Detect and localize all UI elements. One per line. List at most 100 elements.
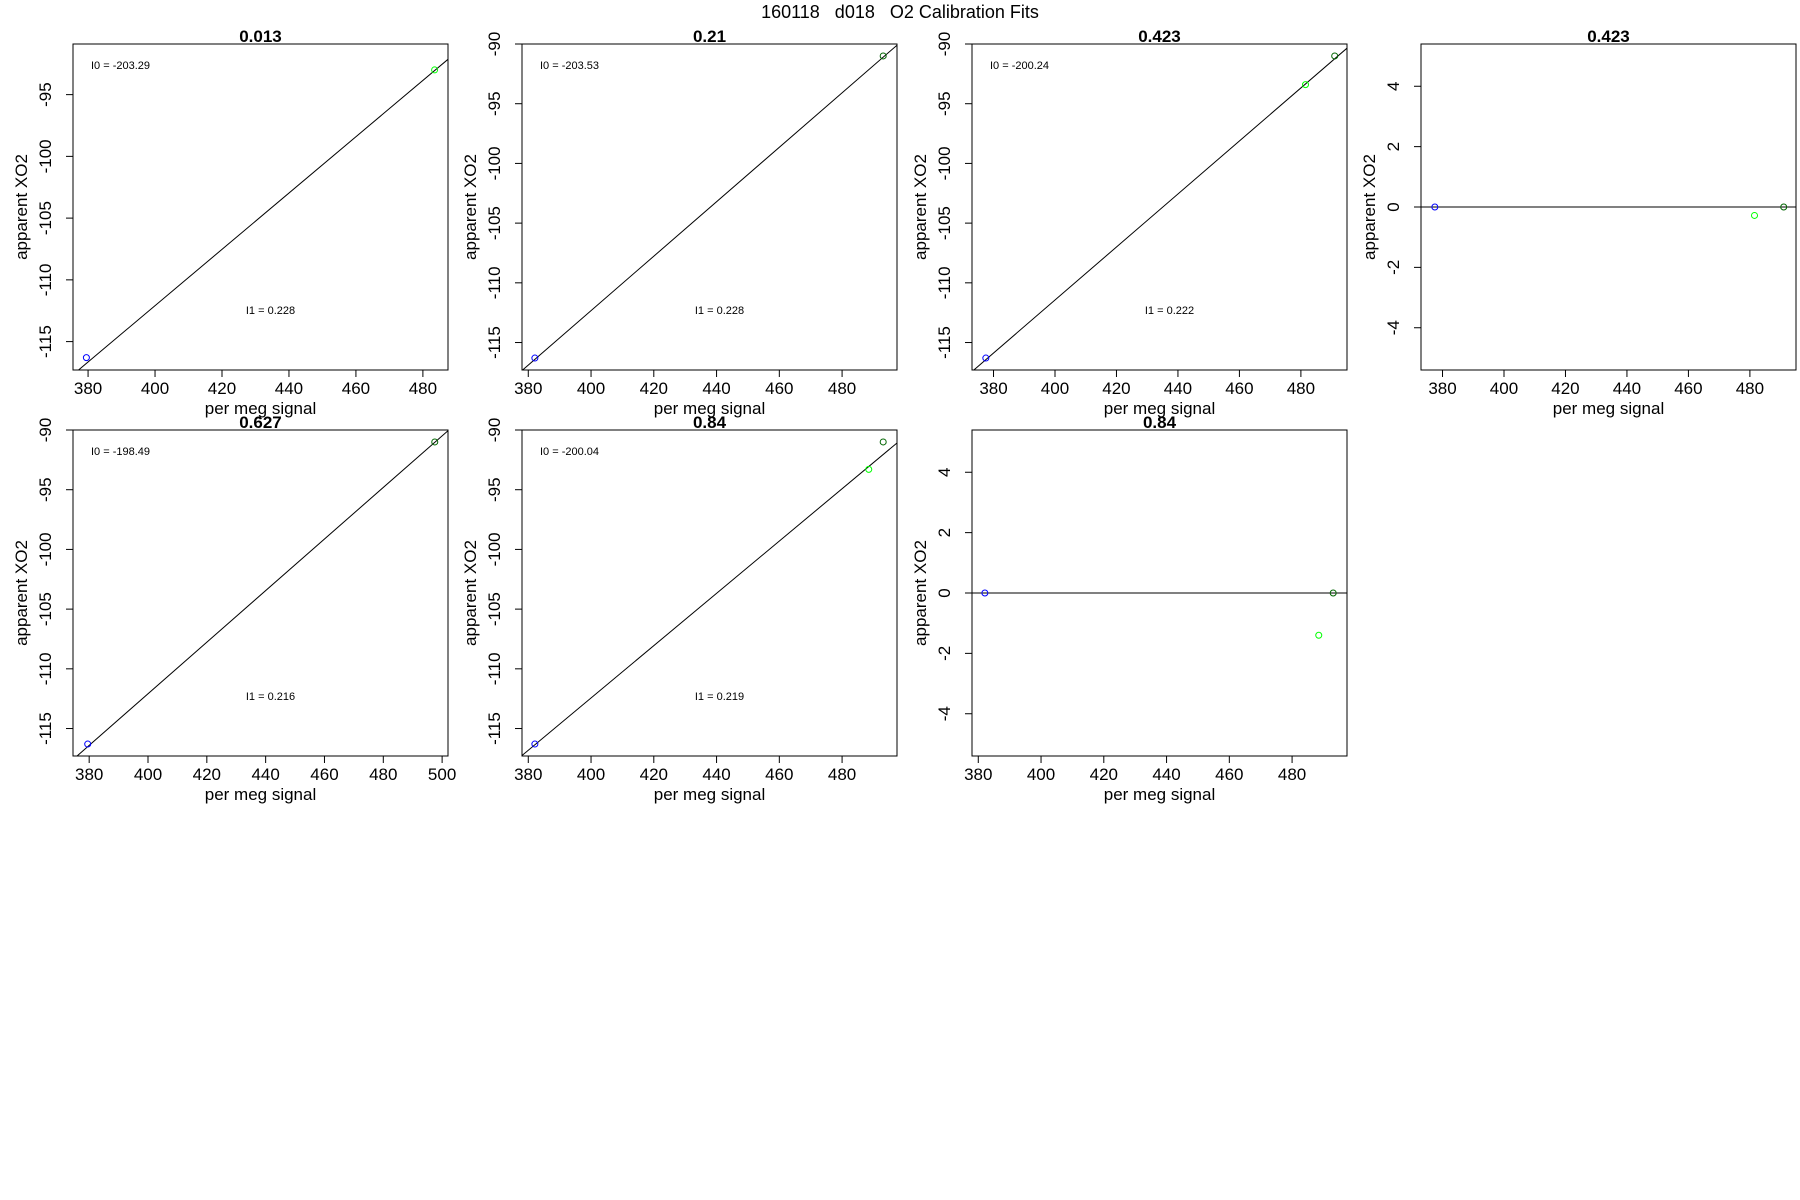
fit-line	[522, 442, 897, 756]
x-tick-label: 380	[514, 379, 542, 398]
y-tick-label: -100	[485, 532, 504, 566]
y-tick-label: -105	[36, 201, 55, 235]
data-point	[1751, 211, 1759, 219]
x-tick-label: 420	[640, 379, 668, 398]
x-tick-label: 460	[765, 379, 793, 398]
slope-annotation: I1 = 0.228	[246, 305, 295, 317]
data-point	[981, 589, 989, 597]
panel-1: 0.013 380 400 420 440 460 480 -115 -110 -105 -100 -…	[12, 27, 449, 418]
x-axis-label: per meg signal	[1104, 399, 1216, 418]
fit-line	[522, 44, 897, 370]
y-tick-label: 4	[935, 468, 954, 477]
y-tick-label: -110	[36, 263, 55, 296]
intercept-annotation: I0 = -200.24	[990, 60, 1049, 72]
x-tick-label: 480	[409, 379, 437, 398]
y-tick-label: -110	[485, 266, 504, 299]
x-tick-label: 440	[702, 379, 730, 398]
x-tick-label: 400	[134, 765, 162, 784]
x-axis-label: per meg signal	[1104, 785, 1216, 804]
x-axis-label: per meg signal	[205, 785, 317, 804]
y-tick-label: -100	[935, 146, 954, 180]
y-tick-label: -100	[485, 146, 504, 180]
panel-title: 0.84	[1143, 413, 1177, 432]
x-tick-label: 440	[251, 765, 279, 784]
data-point	[531, 354, 539, 362]
y-tick-label: -100	[36, 532, 55, 566]
x-tick-label: 500	[428, 765, 456, 784]
y-tick-label: -2	[1384, 260, 1403, 275]
x-tick-label: 480	[828, 765, 856, 784]
x-tick-label: 420	[1551, 379, 1579, 398]
data-point	[1302, 81, 1310, 89]
y-tick-label: -105	[36, 592, 55, 626]
y-tick-label: -90	[485, 418, 504, 443]
panel-4: 0.423 380 400 420 440 460 480 -4 -2 0 2 4 per meg si…	[1360, 27, 1797, 418]
intercept-annotation: I0 = -198.49	[91, 446, 150, 458]
panel-6: 0.84 380 400 420 440 460 480 -115 -110 -105 -100 -9…	[461, 413, 898, 804]
x-tick-label: 420	[1102, 379, 1130, 398]
plot-frame	[72, 43, 449, 371]
slope-annotation: I1 = 0.216	[246, 691, 295, 703]
x-tick-label: 460	[1674, 379, 1702, 398]
intercept-annotation: I0 = -200.04	[540, 446, 599, 458]
x-axis-label: per meg signal	[1553, 399, 1665, 418]
panel-title: 0.423	[1587, 27, 1630, 46]
x-tick-label: 440	[1613, 379, 1641, 398]
slope-annotation: I1 = 0.219	[695, 691, 744, 703]
x-tick-label: 440	[1152, 765, 1180, 784]
plot-frame	[521, 43, 898, 371]
y-tick-label: -110	[36, 652, 55, 685]
y-tick-label: -4	[1384, 320, 1403, 335]
data-point	[879, 438, 887, 446]
y-tick-label: -2	[935, 646, 954, 661]
x-tick-label: 420	[640, 765, 668, 784]
data-point	[879, 52, 887, 60]
y-axis-label: apparent XO2	[911, 154, 930, 260]
y-tick-label: -110	[485, 652, 504, 685]
x-tick-label: 400	[1490, 379, 1518, 398]
y-tick-label: 0	[1384, 202, 1403, 211]
x-tick-label: 440	[275, 379, 303, 398]
x-axis-label: per meg signal	[205, 399, 317, 418]
y-axis-label: apparent XO2	[461, 154, 480, 260]
x-tick-label: 460	[310, 765, 338, 784]
main-title: 160118 d018 O2 Calibration Fits	[761, 2, 1039, 22]
y-tick-label: 2	[1384, 142, 1403, 151]
y-tick-label: -95	[485, 91, 504, 116]
panel-5: 0.627 380 400 420 440 460 480 500 -115 -110 -105 -1…	[12, 413, 456, 804]
data-point	[1780, 203, 1788, 211]
x-tick-label: 460	[765, 765, 793, 784]
data-point	[1329, 589, 1337, 597]
fit-line	[76, 430, 448, 756]
x-tick-label: 380	[74, 379, 102, 398]
fit-line	[973, 47, 1347, 370]
panel-3: 0.423 380 400 420 440 460 480 -115 -110 -105 -100 -…	[911, 27, 1348, 418]
x-tick-label: 480	[1736, 379, 1764, 398]
y-axis-label: apparent XO2	[12, 154, 31, 260]
y-tick-label: -90	[485, 32, 504, 57]
x-tick-label: 420	[1090, 765, 1118, 784]
y-tick-label: -95	[935, 91, 954, 116]
x-tick-label: 380	[514, 765, 542, 784]
x-tick-label: 400	[141, 379, 169, 398]
x-axis-label: per meg signal	[654, 399, 766, 418]
y-axis-label: apparent XO2	[911, 540, 930, 646]
y-tick-label: 0	[935, 588, 954, 597]
x-tick-label: 480	[828, 379, 856, 398]
y-tick-label: 2	[935, 528, 954, 537]
data-point	[84, 740, 92, 748]
x-tick-label: 400	[577, 379, 605, 398]
y-axis-label: apparent XO2	[1360, 154, 1379, 260]
data-point	[1331, 52, 1339, 60]
y-tick-label: -115	[935, 326, 954, 359]
panel-title: 0.423	[1138, 27, 1181, 46]
x-tick-label: 380	[964, 765, 992, 784]
data-point	[531, 740, 539, 748]
x-tick-label: 400	[1041, 379, 1069, 398]
y-tick-label: -105	[485, 592, 504, 626]
data-point	[431, 438, 439, 446]
plot-frame	[971, 43, 1348, 371]
panel-title: 0.013	[239, 27, 282, 46]
y-tick-label: -95	[36, 82, 55, 107]
panel-7: 0.84 380 400 420 440 460 480 -4 -2 0 2 4 per meg sig…	[911, 413, 1348, 804]
